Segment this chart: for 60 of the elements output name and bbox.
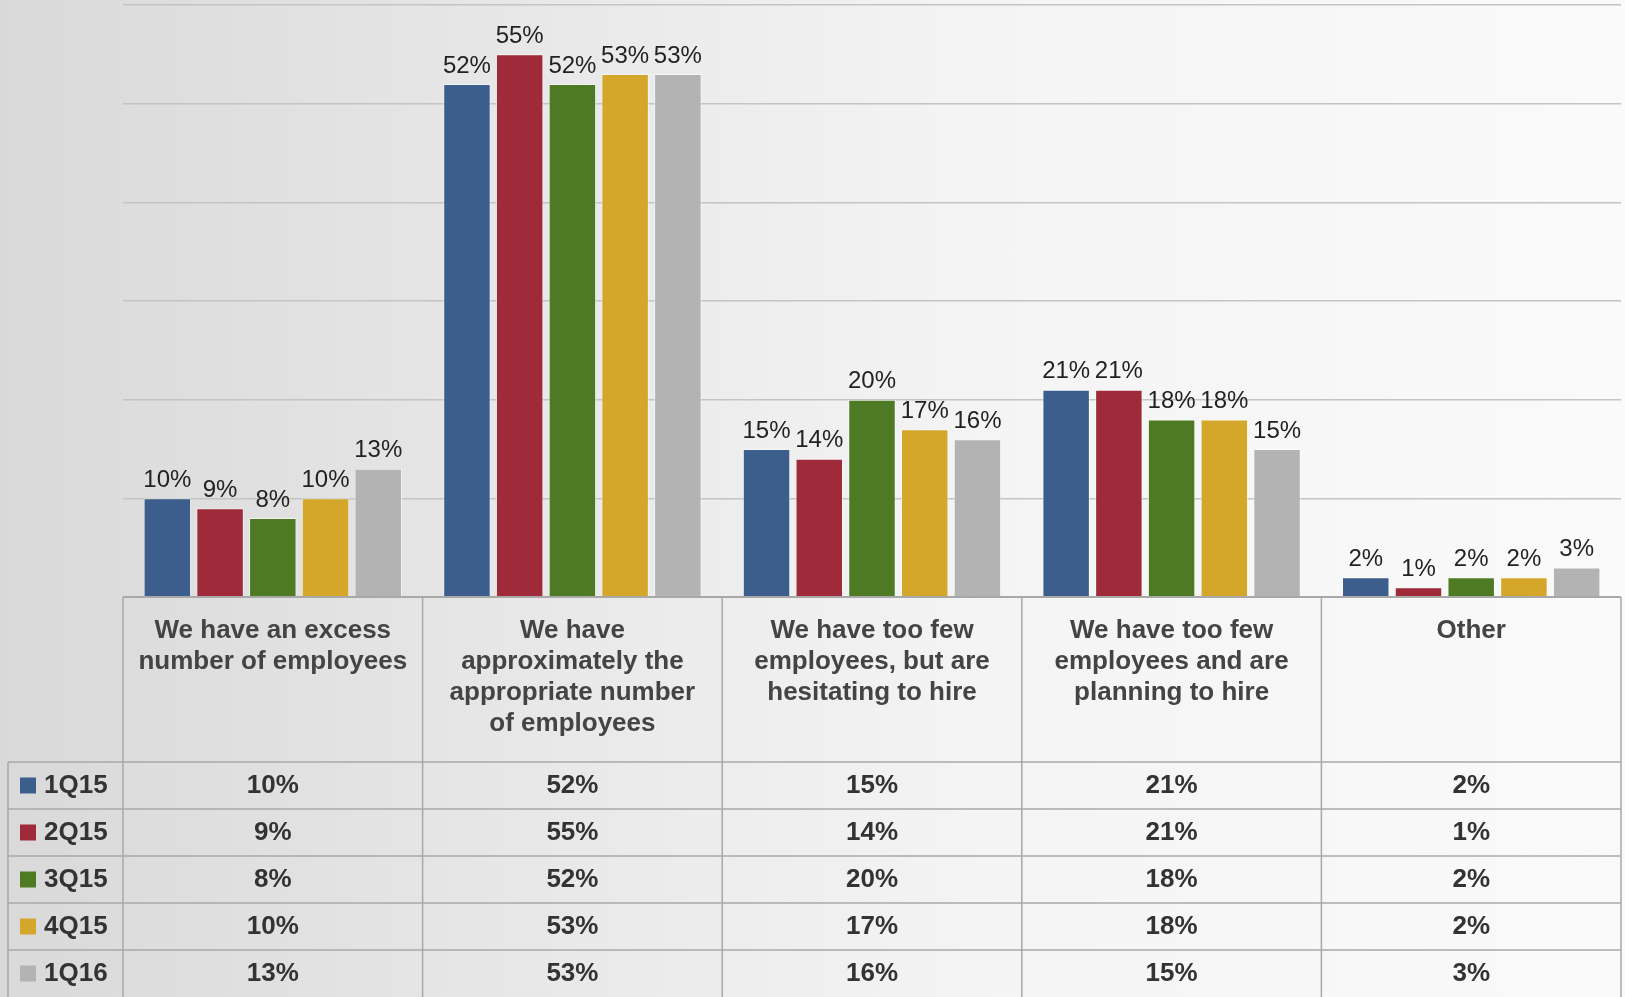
data-label: 18% [1145,909,1198,940]
data-label: 20% [845,862,899,893]
text: 21% [1094,356,1143,384]
legend-label: 4Q15 [44,909,108,940]
data-label: 8% [254,862,292,893]
data-label: 14% [845,815,899,846]
legend-label: 1Q16 [44,956,108,987]
x-tick-label: We have approximately the appropriate number of employees [449,613,696,738]
text: 20% [847,366,897,394]
x-tick-label: Other [1436,613,1506,644]
text: 9% [202,474,238,502]
text: 21% [1042,356,1091,384]
data-label: 15% [1145,956,1198,987]
data-label: 21% [1145,768,1198,799]
text: 1% [1401,553,1436,581]
text: 18% [1200,386,1249,414]
data-label: 10% [246,909,299,940]
legend-label: 2Q15 [44,815,108,846]
text: 15% [742,415,791,443]
text: 18% [1147,386,1196,414]
text: 2% [1348,543,1384,571]
data-label: 2% [1452,862,1490,893]
text: 2% [1506,543,1542,571]
data-label: 53% [546,909,599,940]
x-tick-label: We have too few employees and are planning to hire [1054,613,1289,707]
text: 17% [900,395,949,423]
text: 53% [653,40,702,68]
data-label: 17% [845,909,899,940]
data-label: 53% [546,956,599,987]
data-label: 2% [1452,768,1490,799]
text: 52% [548,50,597,78]
text: 15% [1253,415,1302,443]
data-label: 2% [1452,909,1490,940]
text: 10% [143,464,192,492]
text: 14% [795,425,844,453]
x-tick-label: We have an excess number of employees [138,613,408,675]
text: 16% [953,405,1002,433]
legend-label: 1Q15 [44,768,108,799]
data-label: 16% [845,956,899,987]
data-label: 13% [246,956,299,987]
data-label: 10% [246,768,299,799]
data-label: 9% [254,815,292,846]
text: 52% [442,50,491,78]
text: 55% [495,20,544,48]
text: 10% [301,464,350,492]
data-label: 52% [546,768,599,799]
data-label: 21% [1145,815,1198,846]
legend-label: 3Q15 [44,862,108,893]
x-tick-label: We have too few employees, but are hesitating to hire [754,613,990,707]
data-label: 18% [1145,862,1198,893]
data-label: 3% [1452,956,1490,987]
data-label: 52% [546,862,599,893]
text: 8% [255,484,291,512]
data-label: 15% [845,768,899,799]
data-label: 55% [546,815,599,846]
text: 2% [1453,543,1489,571]
data-label: 1% [1452,815,1490,846]
text: 13% [354,435,403,463]
text: 53% [601,40,650,68]
text: 3% [1559,534,1594,562]
